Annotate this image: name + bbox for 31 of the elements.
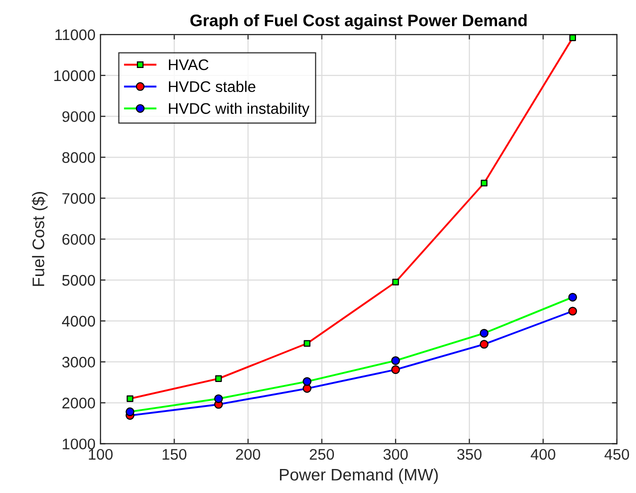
x-tick-label: 400 — [530, 448, 556, 460]
y-tick-label: 7000 — [62, 193, 96, 204]
y-tick-label: 11000 — [55, 29, 96, 40]
legend-label: HVDC with instability — [168, 102, 310, 117]
y-tick-label: 3000 — [62, 356, 96, 368]
x-tick-label: 150 — [162, 448, 186, 460]
legend-label: HVDC stable — [168, 80, 256, 92]
y-tick-label: 6000 — [62, 234, 96, 245]
x-tick-label: 300 — [383, 448, 408, 460]
y-tick-label: 4000 — [62, 316, 96, 327]
point — [392, 278, 399, 286]
y-tick-label: 5000 — [62, 274, 96, 286]
y-axis-title: Fuel Cost ($) — [32, 192, 48, 286]
chart-title: Graph of Fuel Cost against Power Demand — [190, 14, 527, 30]
x-tick-label: 450 — [604, 448, 630, 460]
legend-label: HVAC — [168, 59, 208, 70]
x-tick-label: 250 — [310, 448, 334, 460]
point — [480, 180, 488, 186]
x-tick-label: 100 — [88, 448, 113, 460]
y-tick-label: 10000 — [54, 70, 96, 82]
x-axis-title: Power Demand (MW) — [280, 468, 438, 484]
point — [304, 340, 310, 347]
point — [215, 375, 222, 382]
x-tick-label: 350 — [457, 448, 482, 460]
y-tick-label: 8000 — [62, 152, 96, 163]
point — [126, 395, 134, 402]
y-tick-label: 9000 — [62, 111, 96, 122]
y-tick-label: 2000 — [62, 398, 96, 408]
x-tick-label: 200 — [236, 448, 260, 460]
y-tick-label: 1000 — [62, 438, 96, 450]
point — [569, 34, 576, 42]
